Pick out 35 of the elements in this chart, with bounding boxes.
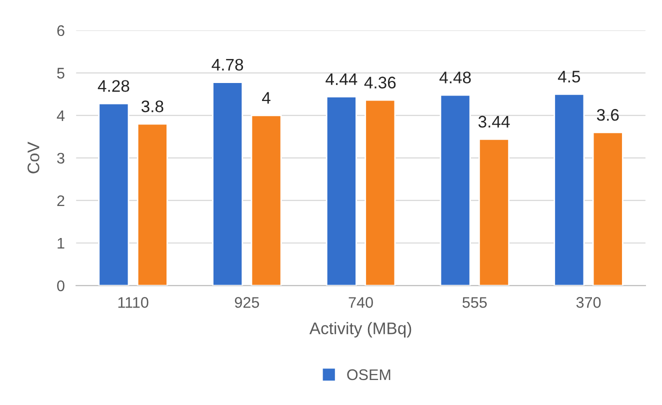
y-tick-label: 5 [57,68,64,79]
data-label: 4 [262,92,270,104]
y-tick-label: 1 [58,238,64,249]
bar [250,114,282,286]
x-tick-label: 1110 [118,297,148,308]
y-tick-label: 4 [56,110,65,121]
data-label: 4.5 [558,70,580,83]
data-label: 4.36 [364,76,396,88]
bar [592,132,624,286]
bar [440,94,471,286]
data-label: 4.78 [212,58,244,71]
data-label: 3.6 [596,109,619,121]
data-label: 3.8 [141,100,164,112]
y-tick-label: 2 [57,195,64,206]
x-tick-label: 555 [462,297,487,308]
bar [98,102,130,286]
data-label: 3.44 [478,116,510,128]
data-label: 4.48 [439,72,471,84]
x-tick-label: 925 [234,297,260,308]
y-axis-title: CoV [28,142,40,174]
y-tick-label: 3 [57,152,64,164]
data-label: 4.44 [326,73,358,85]
bar [326,96,357,286]
data-label: 4.28 [98,80,130,92]
bar [554,93,585,286]
x-tick-label: 740 [348,297,373,308]
legend-label: OSEM [347,369,390,380]
bar [212,82,244,286]
x-tick-label: 370 [576,297,601,308]
x-axis-title: Activity (MBq) [309,322,412,338]
bar [478,138,510,286]
y-tick-label: 6 [57,25,64,36]
y-tick-label: 0 [57,280,64,292]
bar [364,99,396,286]
bar [136,123,168,286]
